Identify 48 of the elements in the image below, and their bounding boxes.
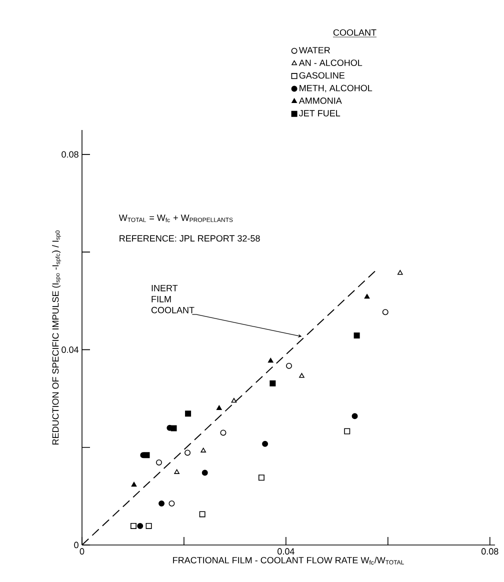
- point: [185, 410, 192, 417]
- legend-label: JET FUEL: [299, 110, 340, 116]
- annotation: REFERENCE: JPL REPORT 32-58: [120, 235, 260, 242]
- annotation: $\text{W}_{\text{TOTAL}}\text{ = }\text{W}_{\text{fc}}\text{ + }\text{W}_{\text{PROPELLANTS}}$: [118, 214, 233, 222]
- point: [158, 500, 165, 506]
- point: [231, 398, 237, 403]
- point: [299, 373, 304, 378]
- point: [184, 450, 191, 456]
- point: [156, 459, 162, 466]
- legend-label: AN - ALCOHOL: [298, 60, 362, 66]
- point: [174, 469, 180, 474]
- point: [344, 428, 350, 434]
- y-tick-label: 0: [74, 542, 78, 548]
- legend-label: WATER: [298, 47, 330, 54]
- point: [146, 522, 152, 529]
- point: [270, 380, 276, 386]
- point: [262, 440, 268, 447]
- point: [199, 511, 206, 518]
- legend-label: GASOLINE: [299, 72, 345, 79]
- x-tick-label: 0.04: [278, 548, 294, 555]
- point: [202, 470, 208, 476]
- point: [216, 405, 222, 410]
- legend-label: AMMONIA: [298, 98, 342, 104]
- point: [220, 430, 226, 436]
- point: [352, 413, 358, 420]
- point: [137, 522, 144, 529]
- point: [286, 362, 292, 369]
- point: [168, 500, 175, 506]
- legend-label: METH, ALCOHOL: [300, 84, 372, 92]
- point: [131, 482, 137, 487]
- point: [268, 358, 274, 363]
- point: [398, 270, 403, 275]
- y-tick-label: 0.04: [62, 346, 79, 353]
- point: [258, 474, 264, 481]
- point: [354, 332, 360, 339]
- point: [200, 448, 206, 452]
- x-axis-title: FRACTIONAL FILM - COOLANT FLOW RATE W$_{fc}$/W$_{TOTAL}$: [173, 556, 404, 565]
- point: [130, 522, 136, 529]
- point: [144, 452, 150, 458]
- annotation: INERT FILM COOLANT: [151, 284, 194, 314]
- y-tick-label: 0.08: [62, 151, 78, 158]
- legend-title: COOLANT: [333, 29, 376, 36]
- point: [382, 309, 388, 316]
- point: [364, 294, 370, 299]
- y-axis-title: REDUCTION OF SPECIFIC IMPULSE (I$_{spo}$ -I$_{spfc}$) / I$_{sp0}$: [52, 230, 62, 444]
- x-tick-label: 0.08: [481, 548, 498, 555]
- point: [170, 425, 177, 432]
- x-tick-label: 0: [80, 548, 84, 555]
